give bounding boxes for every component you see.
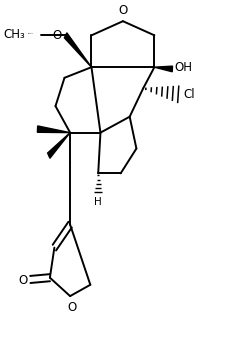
Polygon shape: [64, 33, 92, 67]
Text: Cl: Cl: [183, 88, 195, 101]
Polygon shape: [48, 132, 70, 158]
Text: O: O: [18, 274, 27, 287]
Polygon shape: [37, 126, 70, 132]
Text: OH: OH: [174, 61, 192, 74]
Text: O: O: [68, 301, 77, 314]
Text: O: O: [118, 4, 127, 16]
Text: CH₃: CH₃: [3, 28, 25, 41]
Text: H: H: [94, 197, 102, 207]
Text: methoxy: methoxy: [28, 33, 34, 34]
Text: O: O: [53, 29, 62, 42]
Polygon shape: [154, 66, 173, 72]
